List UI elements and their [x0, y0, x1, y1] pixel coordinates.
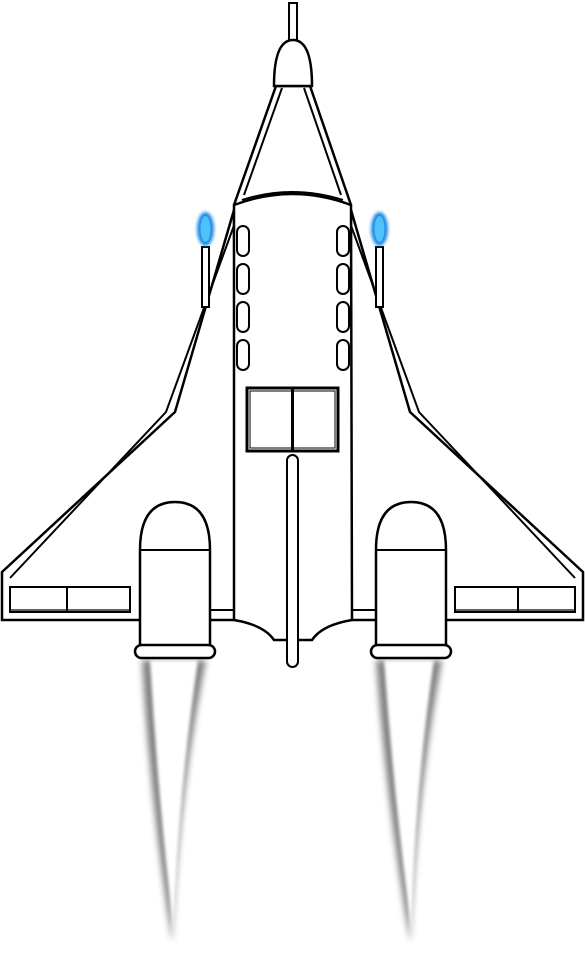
- exhaust-trail-right: [376, 660, 442, 942]
- hull-vents-right: [336, 225, 350, 371]
- hull-vents-left: [236, 225, 250, 371]
- cockpit-windows: [245, 386, 340, 453]
- engine-right: [369, 500, 453, 660]
- nav-light-left: [197, 212, 214, 308]
- right-wing-panels: [454, 586, 576, 613]
- nose-frame: [232, 84, 353, 206]
- antenna: [288, 2, 298, 46]
- nose-cone: [272, 38, 314, 88]
- left-wing-panels: [9, 586, 131, 613]
- hull-seam: [241, 191, 344, 201]
- engine-left: [133, 500, 217, 660]
- tail-spine: [286, 454, 299, 668]
- nav-light-right: [371, 212, 388, 308]
- exhaust-trail-left: [142, 660, 206, 942]
